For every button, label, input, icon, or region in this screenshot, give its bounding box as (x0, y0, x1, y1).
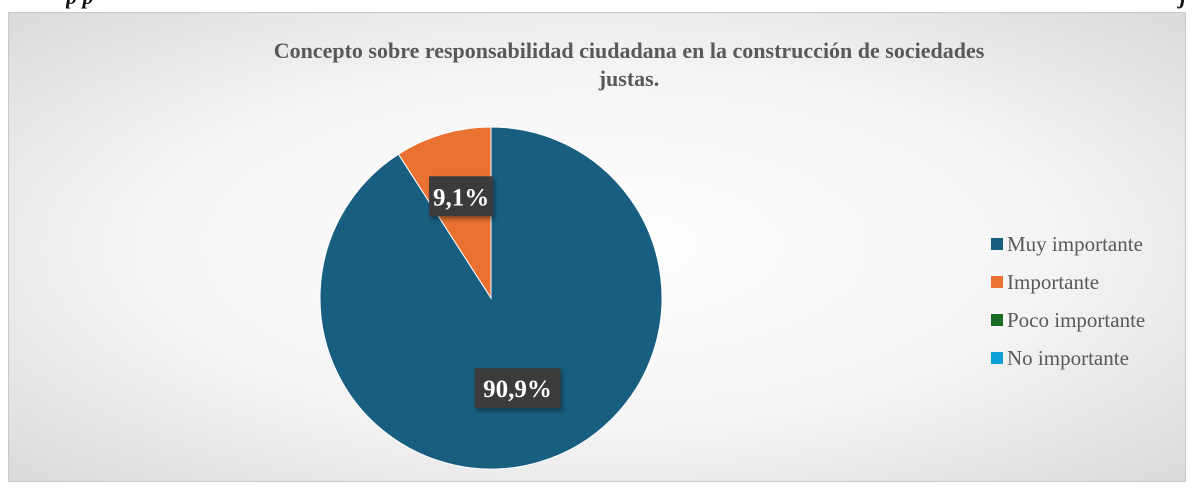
legend-item-muy-importante: Muy importante (991, 231, 1145, 257)
legend-label: No importante (1007, 345, 1129, 370)
data-label-box (474, 368, 561, 409)
data-label-box (429, 176, 494, 217)
legend-label: Poco importante (1007, 307, 1146, 332)
chart-title-line-2: justas. (598, 66, 660, 91)
pie-chart: 90,9% 9,1% (319, 126, 663, 470)
legend-label: Muy importante (1007, 231, 1143, 256)
chart-title-line-1: Concepto sobre responsabilidad ciudadana… (273, 38, 985, 63)
chart-title: Concepto sobre responsabilidad ciudadana… (129, 37, 1129, 93)
caption-fragment-left: p p (66, 0, 94, 9)
caption-fragment: p p j (66, 0, 1186, 10)
pie-slice-muy-importante (319, 126, 663, 470)
data-label-importante: 9,1% (429, 176, 494, 217)
legend-swatch (991, 314, 1003, 326)
legend-item-importante: Importante (991, 269, 1145, 295)
chart-legend: Muy importante Importante Poco importante N… (991, 231, 1145, 383)
data-label-text: 90,9% (483, 376, 552, 403)
legend-swatch (991, 352, 1003, 364)
chart-area: Concepto sobre responsabilidad ciudadana… (8, 12, 1186, 482)
legend-item-no-importante: No importante (991, 345, 1145, 371)
data-label-text: 9,1% (433, 184, 489, 211)
legend-swatch (991, 238, 1003, 250)
data-label-muy-importante: 90,9% (474, 368, 561, 409)
legend-swatch (991, 276, 1003, 288)
legend-label: Importante (1007, 269, 1100, 294)
caption-fragment-right: j (1180, 0, 1186, 10)
legend-item-poco-importante: Poco importante (991, 307, 1145, 333)
